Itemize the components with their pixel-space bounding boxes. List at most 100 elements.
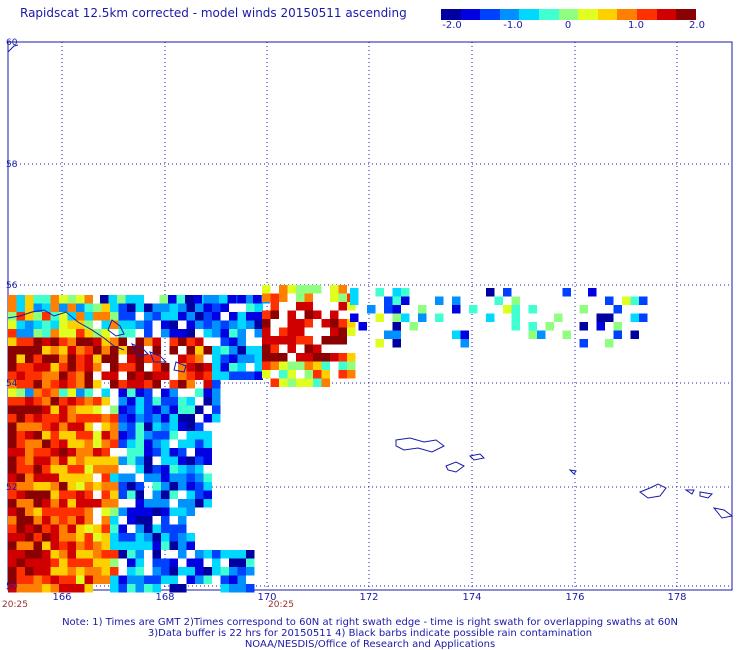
wind-cell [144,388,153,397]
wind-cell [67,303,76,312]
wind-cell [178,584,187,593]
wind-cell [118,550,127,559]
wind-cell [8,533,17,542]
wind-cell [42,303,51,312]
colorbar-tick-label: 2.0 [689,20,705,31]
colorbar-segment [676,9,696,20]
wind-cell [135,533,144,542]
wind-cell [435,313,444,322]
wind-cell [169,329,178,338]
wind-cell [237,584,246,593]
wind-cell [16,422,25,431]
wind-cell [84,533,93,542]
wind-cell [144,507,153,516]
wind-cell [237,550,246,559]
wind-cell [169,575,178,584]
wind-cell [135,388,144,397]
wind-cell [42,354,51,363]
wind-cell [127,584,136,593]
wind-cell [152,431,161,440]
wind-cell [161,567,170,576]
wind-cell [186,575,195,584]
wind-cell [16,482,25,491]
wind-cell [304,353,313,362]
wind-cell [195,320,204,329]
wind-cell [67,482,76,491]
wind-cell [101,490,110,499]
wind-cell [118,439,127,448]
wind-cell [42,320,51,329]
wind-cell [237,329,246,338]
wind-cell [84,312,93,321]
wind-cell [67,431,76,440]
note-line-2: 3)Data buffer is 22 hrs for 20150511 4) … [147,628,593,639]
wind-cell [178,422,187,431]
wind-cell [321,378,330,387]
wind-cell [452,330,461,339]
wind-cell [33,541,42,550]
wind-cell [84,516,93,525]
wind-cell [125,295,134,304]
wind-cell [279,370,288,379]
wind-cell [186,363,195,372]
wind-cell [220,320,229,329]
wind-cell [210,295,219,304]
latitude-label: 60 [6,38,18,48]
wind-cell [384,296,393,305]
wind-cell [25,550,34,559]
wind-cell [613,322,622,331]
wind-cell [511,296,520,305]
wind-cell [195,499,204,508]
wind-cell [67,439,76,448]
wind-cell [262,344,271,353]
wind-cell [392,322,401,331]
wind-cell [127,388,136,397]
wind-cell [50,558,59,567]
wind-cell [76,575,85,584]
wind-cell [76,524,85,533]
wind-cell [67,346,76,355]
wind-cell [25,354,34,363]
wind-cell [50,397,59,406]
wind-cell [8,303,17,312]
colorbar-segment [558,9,579,20]
wind-cell [537,330,546,339]
wind-cell [401,288,410,297]
wind-cell [101,312,110,321]
wind-cell [127,363,136,372]
wind-cell [33,465,42,474]
wind-cell [127,507,136,516]
wind-cell [110,584,119,593]
wind-cell [384,305,393,314]
latitude-label: 54 [6,379,18,389]
colorbar [441,9,696,20]
wind-cell [25,346,34,355]
wind-cell [101,550,110,559]
wind-cell [101,558,110,567]
wind-cell [212,397,221,406]
wind-cell [152,482,161,491]
wind-cell [33,439,42,448]
wind-cell [169,431,178,440]
wind-cell [110,465,119,474]
wind-cell [262,353,271,362]
wind-cell [93,533,102,542]
wind-cell [613,330,622,339]
wind-cell [596,322,605,331]
wind-cell [237,295,246,304]
wind-cell [460,330,469,339]
wind-cell [135,575,144,584]
wind-cell [16,414,25,423]
wind-cell [203,371,212,380]
wind-cell [93,397,102,406]
wind-cell [8,482,17,491]
wind-cell [76,363,85,372]
wind-cell [67,465,76,474]
wind-cell [42,337,51,346]
wind-cell [127,431,136,440]
wind-cell [418,313,427,322]
wind-cell [50,414,59,423]
time-label-center: 20:25 [268,600,294,610]
wind-cell [262,370,271,379]
wind-cell [110,541,119,550]
